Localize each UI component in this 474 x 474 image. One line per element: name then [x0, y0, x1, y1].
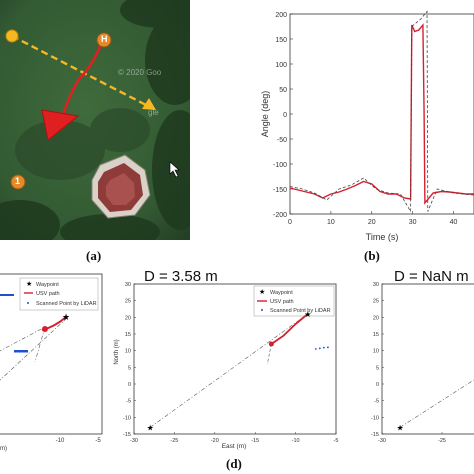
- legend-lidar: Scanned Point by LiDAR: [36, 301, 97, 307]
- legend-usv: USV path: [270, 299, 294, 305]
- y-tick-label: 5: [376, 365, 379, 371]
- y-tick-label: 30: [373, 282, 379, 288]
- measured-angle-line: [289, 23, 474, 205]
- waypoint-star-icon: ★: [147, 423, 154, 432]
- x-tick-label: -25: [170, 438, 178, 444]
- trajectory-plot-right: 30 25 20 15 10 5 0 -5 -10 -15 -30 -25 ★: [371, 282, 474, 444]
- house-roof: [91, 154, 151, 219]
- y-tick-label: 0: [128, 382, 131, 388]
- x-axis-label: Time (s): [366, 232, 399, 242]
- lidar-point: [327, 346, 329, 349]
- x-tick-label: -10: [56, 438, 65, 444]
- y-tick-label: 50: [279, 87, 287, 94]
- x-tick-label: -10: [292, 438, 300, 444]
- y-tick-label: -15: [371, 432, 379, 438]
- plot-frame: [381, 283, 474, 435]
- x-axis-label: East (m): [222, 443, 247, 450]
- y-tick-label: 0: [283, 112, 287, 119]
- waypoint-star-icon: ★: [62, 312, 70, 322]
- trajectory-plot-left: ★ Waypoint USV path Scanned Point by LiD…: [0, 273, 103, 452]
- y-tick-label: 25: [373, 299, 379, 305]
- y-tick-label: -50: [277, 137, 287, 144]
- x-tick-label: -20: [211, 438, 219, 444]
- heading-line: [267, 343, 272, 365]
- y-tick-label: 20: [373, 315, 379, 321]
- y-tick-label: 20: [125, 315, 131, 321]
- lidar-point: [322, 346, 325, 349]
- legend-waypoint: Waypoint: [270, 290, 293, 296]
- lidar-point: [314, 348, 317, 350]
- start-marker: [5, 29, 19, 43]
- x-tick-label: 30: [409, 219, 417, 226]
- x-tick-label: 40: [450, 219, 458, 226]
- usv-start: [268, 341, 274, 347]
- y-tick-label: 150: [275, 37, 287, 44]
- y-tick-label: 15: [125, 332, 131, 338]
- caption-d: (d): [226, 456, 242, 471]
- plot-frame: [289, 13, 474, 215]
- y-tick-label: 10: [373, 349, 379, 355]
- marker-1-label: 1: [15, 176, 21, 186]
- x-tick-label: -30: [378, 438, 386, 444]
- y-axis-label: North (m): [114, 339, 120, 364]
- y-tick-label: -200: [273, 212, 287, 219]
- lidar-point: [318, 347, 321, 350]
- waypoint-line: [399, 379, 474, 428]
- y-axis-label: Angle (deg): [260, 91, 270, 138]
- y-tick-label: 200: [275, 12, 287, 19]
- marker-h-label: H: [101, 34, 108, 44]
- legend-waypoint-icon: ★: [259, 288, 265, 296]
- x-tick-label: -5: [334, 438, 339, 444]
- y-tick-label: -150: [273, 187, 287, 194]
- x-tick-label: -5: [95, 438, 101, 444]
- usv-trajectory-arrow: [41, 39, 104, 141]
- y-tick-label: 30: [125, 282, 131, 288]
- planned-path-arrow: [11, 34, 156, 110]
- map-watermark-end: gle: [148, 108, 159, 117]
- home-marker: [96, 32, 112, 48]
- waypoint-star-icon: ★: [304, 310, 311, 319]
- trajectory-plot-middle: 30 25 20 15 10 5 0 -5 -10 -15 -30 -25 -20 -15 -10 -5 ★…: [114, 282, 339, 450]
- legend: ★ Waypoint USV path Scanned Point by LiD…: [19, 277, 99, 311]
- caption-a: (a): [86, 248, 102, 263]
- x-tick-label: 0: [288, 219, 292, 226]
- waypoint-1-marker: [10, 174, 26, 190]
- y-tick-label: 15: [373, 332, 379, 338]
- x-tick-label: -25: [438, 438, 446, 444]
- legend-waypoint-icon: ★: [26, 280, 32, 288]
- satellite-image: H 1 © 2020 Goo gle: [0, 0, 190, 240]
- y-tick-label: 10: [125, 349, 131, 355]
- angle-chart: 200 150 100 50 0 -50 -100 -150 -200 0 10 20 30 40 An…: [260, 10, 474, 242]
- tree-canopy: [0, 0, 190, 240]
- y-tick-label: -15: [123, 432, 131, 438]
- caption-b: (b): [364, 248, 380, 263]
- reference-angle-line: [289, 10, 474, 213]
- x-tick-label: -30: [130, 438, 138, 444]
- map-watermark: © 2020 Goo: [118, 68, 162, 77]
- distance-title-right: D = NaN m: [394, 268, 469, 285]
- distance-title-middle: D = 3.58 m: [144, 268, 218, 285]
- y-tick-label: 0: [376, 382, 379, 388]
- x-tick-label: 20: [368, 219, 376, 226]
- x-axis-label-fragment: m): [0, 446, 7, 452]
- lidar-points: [0, 294, 28, 353]
- y-tick-label: 100: [275, 62, 287, 69]
- legend-lidar: Scanned Point by LiDAR: [270, 308, 331, 314]
- legend-waypoint: Waypoint: [36, 282, 59, 288]
- waypoint-star-icon: ★: [397, 423, 404, 432]
- y-tick-label: -100: [273, 162, 287, 169]
- cursor-icon: [169, 161, 180, 178]
- usv-path: [270, 313, 309, 345]
- y-tick-label: -10: [371, 415, 379, 421]
- x-tick-label: -15: [251, 438, 259, 444]
- y-tick-label: -5: [374, 399, 379, 405]
- y-tick-label: -10: [123, 415, 131, 421]
- legend-usv: USV path: [36, 291, 60, 297]
- legend: ★ Waypoint USV path Scanned Point by LiD…: [253, 285, 335, 317]
- y-tick-label: 5: [128, 365, 131, 371]
- y-tick-label: -5: [126, 399, 131, 405]
- y-tick-label: 25: [125, 299, 131, 305]
- x-tick-label: 10: [327, 219, 335, 226]
